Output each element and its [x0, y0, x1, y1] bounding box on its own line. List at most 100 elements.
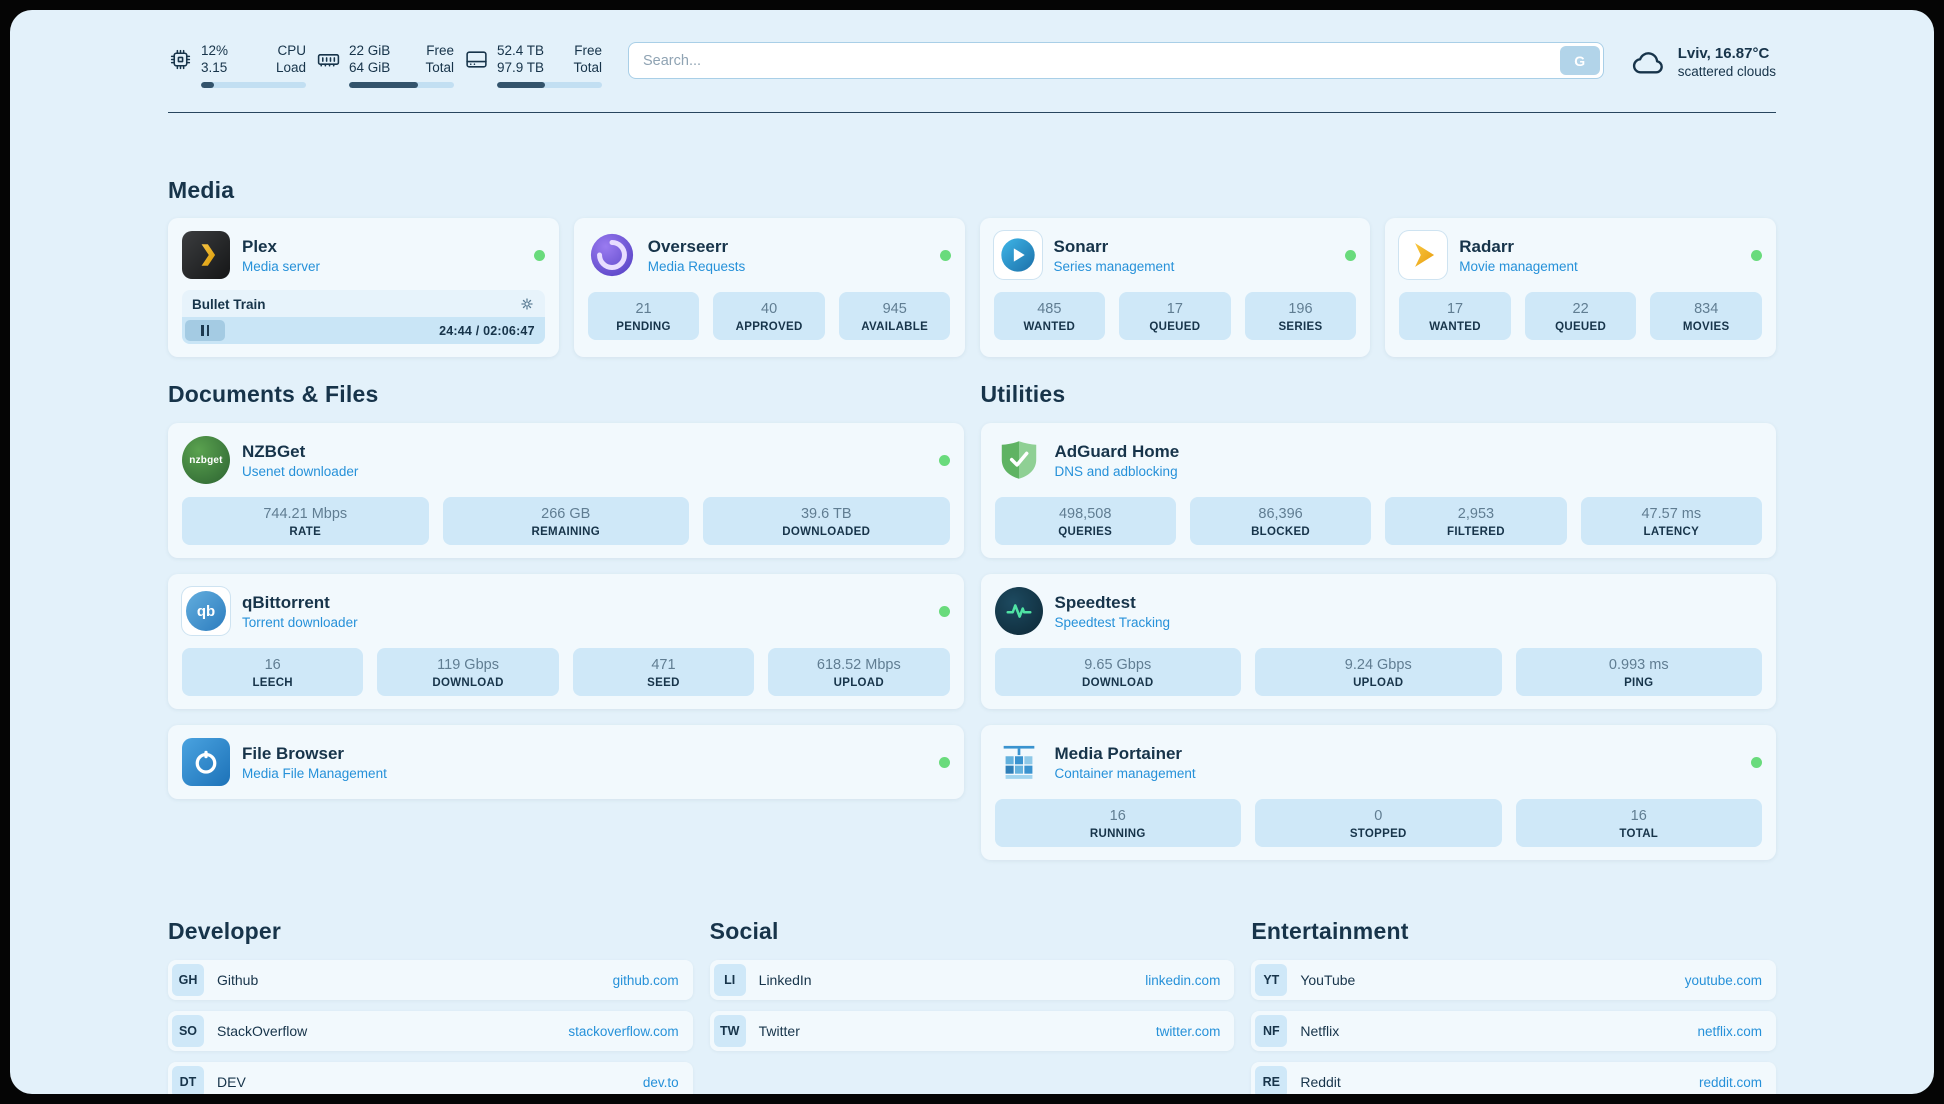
filebrowser-icon: [182, 738, 230, 786]
bookmark-name: LinkedIn: [758, 972, 812, 988]
bookmark-initials: YT: [1255, 964, 1288, 996]
disk-progress-bar: [497, 82, 602, 88]
bookmark-initials: TW: [713, 1015, 746, 1047]
system-stats: 12% CPU 3.15 Load 22 GiB Free 64 GiB Total: [168, 42, 602, 88]
stat-box: 618.52 Mbps UPLOAD: [768, 648, 950, 696]
bookmark-url: reddit.com: [1698, 1074, 1762, 1090]
portainer-card: Media Portainer Container management 16 R…: [980, 725, 1776, 860]
app-radarr[interactable]: Radarr Movie management: [1399, 231, 1578, 279]
bookmark-netflix[interactable]: NF Netflix netflix.com: [1251, 1011, 1776, 1051]
app-subtitle: Container management: [1054, 765, 1196, 781]
overseerr-card: Overseerr Media Requests 21 PENDING 40 APP…: [573, 218, 965, 357]
bookmark-linkedin[interactable]: LI LinkedIn linkedin.com: [709, 960, 1235, 1000]
dashboard-page: 12% CPU 3.15 Load 22 GiB Free 64 GiB Total: [10, 10, 1934, 1094]
search-engine-button[interactable]: G: [1559, 46, 1600, 75]
bookmark-github[interactable]: GH Github github.com: [168, 960, 693, 1000]
now-playing-item: Bullet Train 24:44 / 02:06:47: [182, 290, 545, 344]
sonarr-card: Sonarr Series management 485 WANTED 17 QUE…: [979, 218, 1371, 357]
app-subtitle: Media File Management: [242, 765, 387, 781]
status-dot: [1751, 756, 1762, 768]
app-name: qBittorrent: [242, 592, 330, 612]
plex-card: Plex Media server Bullet Train: [168, 218, 559, 357]
app-subtitle: Series management: [1053, 258, 1175, 274]
app-adguard[interactable]: AdGuard Home DNS and adblocking: [995, 436, 1179, 484]
stat-box: 16 RUNNING: [994, 799, 1241, 847]
app-subtitle: Usenet downloader: [242, 463, 359, 479]
nzbget-card: nzbget NZBGet Usenet downloader 744.21 M…: [168, 423, 964, 558]
stat-box: 0.993 ms PING: [1515, 648, 1762, 696]
ram-free-value: 22 GiB: [349, 43, 391, 58]
status-dot: [533, 249, 545, 261]
app-speedtest[interactable]: Speedtest Speedtest Tracking: [994, 587, 1170, 635]
status-dot: [1345, 249, 1357, 261]
adguard-icon: [995, 436, 1043, 484]
ram-free-label: Free: [426, 43, 454, 58]
stat-box: 9.24 Gbps UPLOAD: [1255, 648, 1502, 696]
social-section-title: Social: [709, 918, 779, 944]
weather-location: Lviv, 16.87°C: [1677, 45, 1770, 62]
developer-section-title: Developer: [168, 918, 282, 944]
app-plex[interactable]: Plex Media server: [182, 231, 320, 279]
bookmark-twitter[interactable]: TW Twitter twitter.com: [709, 1011, 1235, 1051]
cpu-icon: [170, 49, 191, 70]
bookmark-dev[interactable]: DT DEV dev.to: [168, 1062, 693, 1094]
bookmark-initials: LI: [713, 964, 746, 996]
stat-box: 945 AVAILABLE: [838, 292, 951, 340]
bookmark-stackoverflow[interactable]: SO StackOverflow stackoverflow.com: [168, 1011, 693, 1051]
weather-widget: Lviv, 16.87°C scattered clouds: [1630, 43, 1776, 81]
bookmark-name: Reddit: [1300, 1074, 1341, 1090]
search-input[interactable]: [628, 42, 1604, 79]
media-section-title: Media: [168, 177, 235, 203]
bookmark-name: Github: [217, 972, 259, 988]
stat-box: 47.57 ms LATENCY: [1580, 497, 1762, 545]
bookmark-url: stackoverflow.com: [568, 1023, 679, 1039]
pause-icon[interactable]: [185, 320, 225, 341]
cpu-load-label: Load: [275, 60, 306, 75]
section-utilities: Utilities: [980, 381, 1776, 860]
nzbget-icon: nzbget: [182, 436, 230, 484]
bookmark-url: github.com: [612, 972, 679, 988]
app-subtitle: Media Requests: [647, 258, 746, 274]
disk-total-value: 97.9 TB: [497, 60, 545, 75]
app-name: NZBGet: [242, 441, 306, 461]
qbittorrent-card: qb qBittorrent Torrent downloader 16 LEEC…: [168, 574, 964, 709]
top-bar: 12% CPU 3.15 Load 22 GiB Free 64 GiB Total: [168, 42, 1776, 88]
bookmark-name: Twitter: [758, 1023, 800, 1039]
gear-icon[interactable]: [519, 296, 535, 312]
app-name: Sonarr: [1053, 236, 1109, 256]
bookmark-url: youtube.com: [1684, 972, 1762, 988]
app-subtitle: Torrent downloader: [242, 614, 358, 630]
app-portainer[interactable]: Media Portainer Container management: [995, 738, 1196, 786]
playback-progress-bar[interactable]: 24:44 / 02:06:47: [182, 317, 545, 344]
ram-total-label: Total: [425, 60, 454, 75]
filebrowser-card: File Browser Media File Management: [168, 725, 964, 799]
cpu-progress-bar: [201, 82, 306, 88]
bookmark-reddit[interactable]: RE Reddit reddit.com: [1251, 1062, 1776, 1094]
now-playing-title: Bullet Train: [192, 296, 266, 312]
disk-free-label: Free: [574, 43, 602, 58]
app-qbittorrent[interactable]: qb qBittorrent Torrent downloader: [182, 587, 358, 635]
cpu-load-value: 3.15: [201, 60, 228, 75]
status-dot: [1751, 249, 1762, 261]
status-dot: [938, 454, 950, 466]
documents-section-title: Documents & Files: [168, 381, 379, 407]
stat-box: 40 APPROVED: [713, 292, 825, 340]
stat-box: 119 Gbps DOWNLOAD: [377, 648, 559, 696]
app-nzbget[interactable]: nzbget NZBGet Usenet downloader: [182, 436, 358, 484]
weather-condition: scattered clouds: [1677, 64, 1776, 79]
stat-box: 16 LEECH: [182, 648, 364, 696]
stat-box: 86,396 BLOCKED: [1189, 497, 1372, 545]
stat-box: 485 WANTED: [993, 292, 1106, 340]
playback-time: 24:44 / 02:06:47: [439, 323, 535, 338]
app-name: File Browser: [242, 743, 345, 763]
app-filebrowser[interactable]: File Browser Media File Management: [182, 738, 387, 786]
section-entertainment: Entertainment YT YouTube youtube.com NF …: [1251, 918, 1776, 1094]
ram-widget: 22 GiB Free 64 GiB Total: [316, 42, 454, 88]
disk-progress-fill: [497, 82, 546, 88]
cpu-progress-fill: [201, 82, 214, 88]
bookmark-youtube[interactable]: YT YouTube youtube.com: [1251, 960, 1776, 1000]
stat-box: 17 QUEUED: [1119, 292, 1231, 340]
app-overseerr[interactable]: Overseerr Media Requests: [588, 231, 746, 279]
stat-box: 16 TOTAL: [1515, 799, 1762, 847]
app-sonarr[interactable]: Sonarr Series management: [993, 231, 1175, 279]
